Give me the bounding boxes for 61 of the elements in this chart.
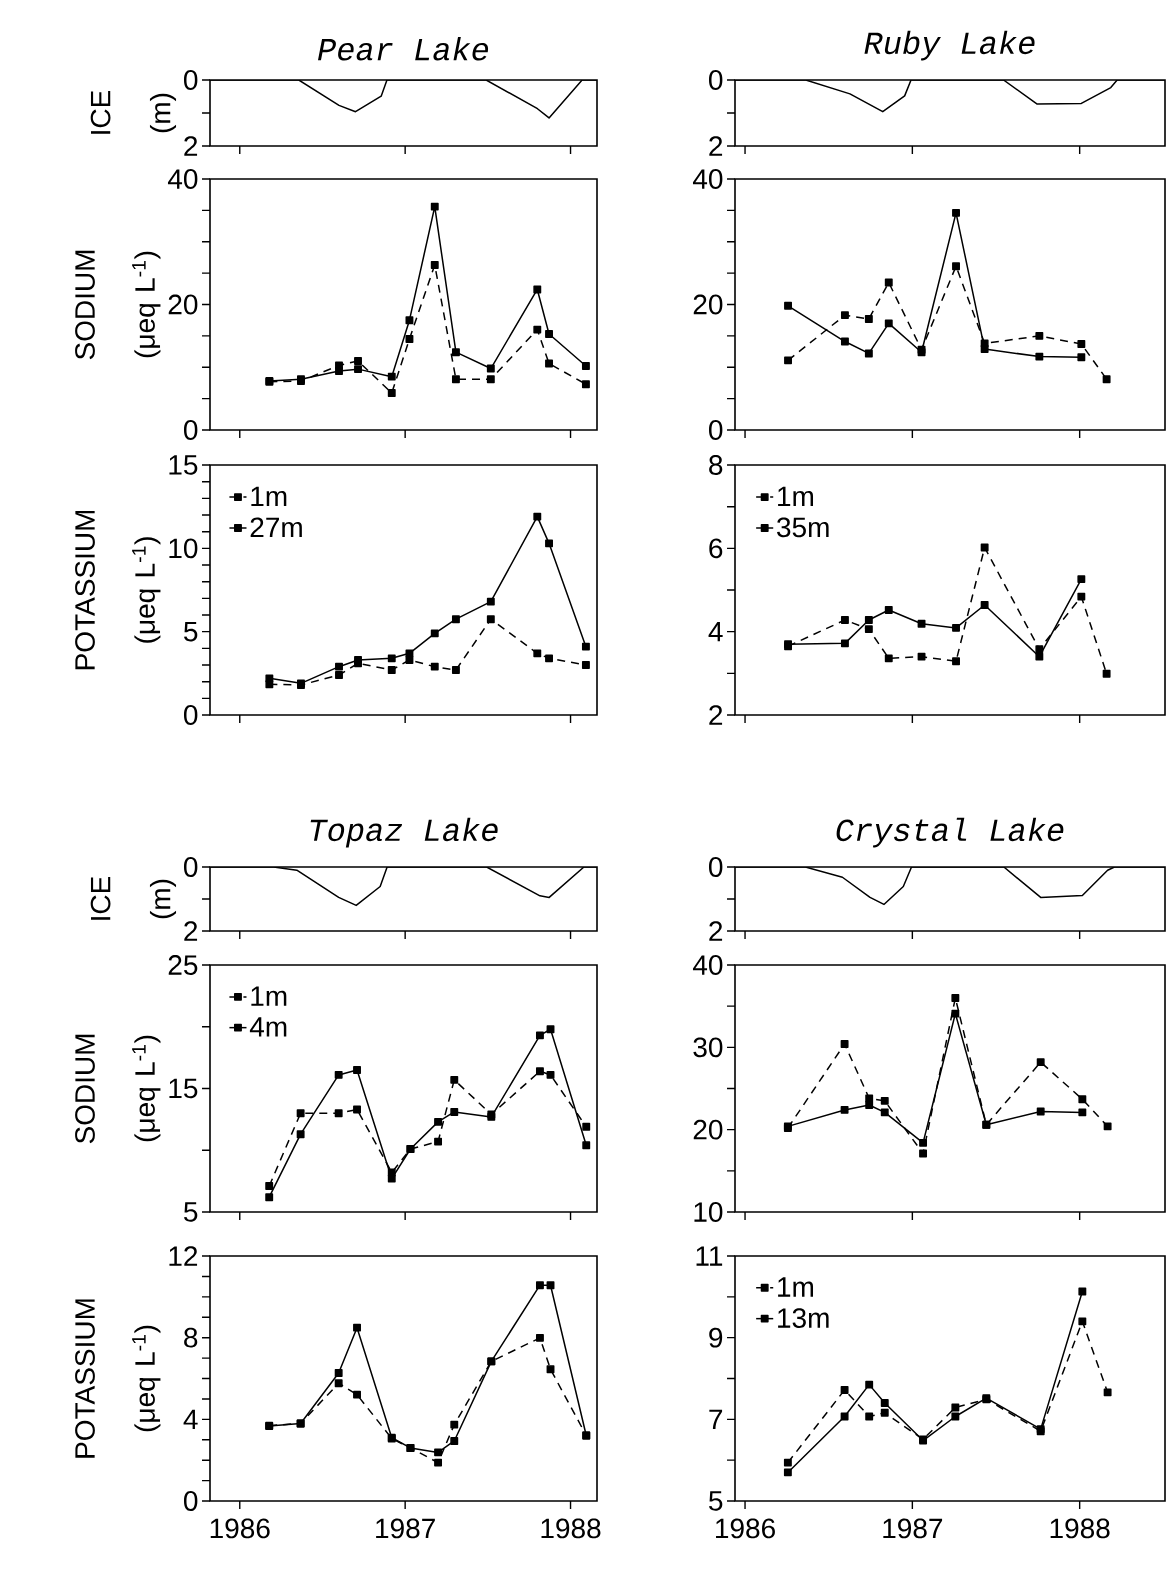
y-tick-label: 20: [693, 1119, 723, 1140]
y-tick-label: 30: [693, 1037, 723, 1058]
y-tick-label: 15: [169, 455, 198, 475]
y-tick-label: 20: [693, 294, 723, 315]
text: SODIUM (μeq L$^{-1}$): [75, 250, 161, 360]
chart-title: Crystal Lake: [836, 817, 1064, 848]
y-tick-label: 5: [709, 1491, 723, 1511]
text: ICE (m): [90, 876, 177, 920]
text: SODIUM (μeq L$^{-1}$): [75, 1034, 161, 1144]
y-tick-label: 0: [184, 420, 198, 440]
y-tick-label: 4: [183, 1409, 198, 1429]
x-tick-label: 1987: [376, 1518, 435, 1539]
x-tick-label: 1986: [716, 1518, 775, 1539]
chart-title: Pear Lake: [317, 36, 489, 61]
y-tick-label: 8: [184, 1327, 198, 1348]
y-tick-label: 4: [708, 622, 723, 642]
x-tick-label: 1987: [883, 1518, 943, 1539]
x-tick-label: 1988: [1050, 1518, 1110, 1539]
y-tick-label: 5: [184, 621, 198, 642]
y-tick-label: 20: [168, 294, 198, 315]
legend-label: 1m: [251, 986, 287, 1006]
y-tick-label: 2: [709, 705, 723, 725]
y-tick-label: 2: [184, 136, 198, 156]
legend-label: 4m: [249, 1017, 287, 1037]
y-tick-label: 0: [184, 857, 198, 877]
chart-title: Topaz Lake: [310, 817, 498, 848]
text: ICE (m): [90, 90, 177, 134]
y-tick-label: 40: [167, 169, 198, 189]
y-tick-label: 12: [169, 1246, 198, 1266]
y-tick-label: 10: [694, 1202, 723, 1222]
legend-label: 1m: [251, 486, 287, 506]
text: POTASSIUM (μeq L$^{-1}$): [75, 510, 161, 670]
legend-label: 13m: [778, 1308, 829, 1328]
y-tick-label: 2: [184, 921, 198, 941]
y-tick-label: 8: [709, 455, 723, 475]
chart-title: Ruby Lake: [864, 30, 1035, 61]
y-tick-label: 9: [709, 1327, 723, 1348]
y-tick-label: 15: [169, 1078, 198, 1099]
legend-label: 35m: [777, 517, 829, 538]
y-tick-label: 0: [709, 70, 723, 90]
y-tick-label: 7: [709, 1409, 723, 1429]
y-tick-label: 0: [184, 70, 198, 90]
y-tick-label: 0: [184, 705, 198, 725]
y-tick-label: 6: [709, 538, 723, 559]
y-tick-label: 11: [696, 1246, 723, 1266]
y-tick-label: 2: [709, 921, 723, 941]
y-tick-label: 5: [184, 1202, 198, 1222]
y-tick-label: 40: [692, 169, 723, 189]
y-tick-label: 0: [184, 1491, 198, 1511]
y-tick-label: 10: [169, 538, 198, 559]
y-tick-label: 25: [168, 955, 198, 975]
y-tick-label: 0: [709, 420, 723, 440]
y-tick-label: 2: [709, 136, 723, 156]
legend-label: 1m: [778, 1277, 814, 1297]
legend-label: 1m: [778, 486, 814, 506]
x-tick-label: 1986: [210, 1518, 270, 1539]
y-tick-label: 40: [692, 955, 723, 975]
y-tick-label: 0: [709, 857, 723, 877]
legend-label: 27m: [250, 517, 302, 538]
text: POTASSIUM (μeq L$^{-1}$): [75, 1299, 161, 1458]
x-tick-label: 1988: [541, 1518, 601, 1539]
